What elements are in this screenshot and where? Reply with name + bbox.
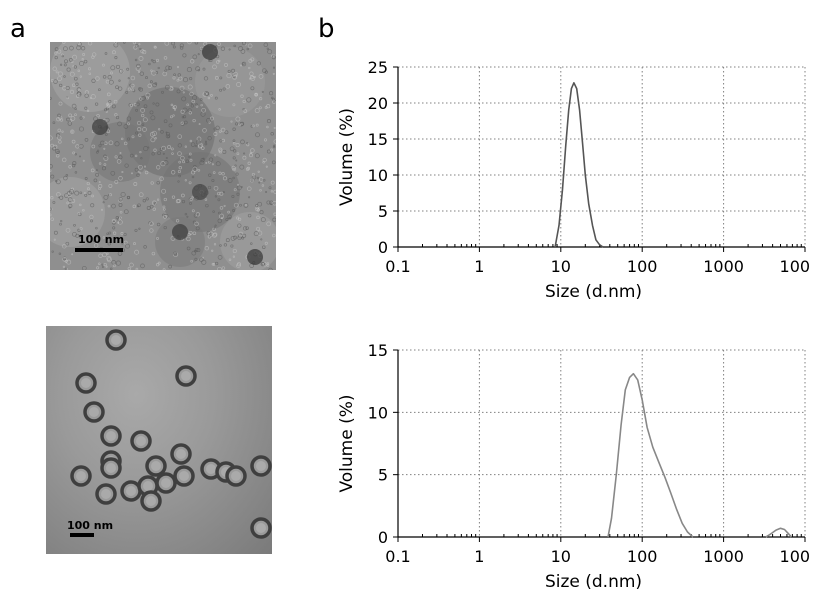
x-tick-label: 0.1	[385, 547, 410, 566]
x-tick-label: 0.1	[385, 257, 410, 276]
series-line-1	[765, 527, 792, 538]
y-tick-label: 10	[368, 403, 388, 422]
x-tick-label: 1	[474, 257, 484, 276]
tem-image-bottom: 100 nm	[46, 326, 272, 554]
x-tick-label: 1000	[703, 547, 744, 566]
tem-particles-bottom	[70, 329, 272, 539]
y-tick-label: 0	[378, 528, 388, 547]
series-line-0	[554, 81, 604, 248]
series-line-0	[607, 372, 694, 538]
y-tick-label: 20	[368, 94, 388, 113]
y-axis-title: Volume (%)	[337, 394, 357, 492]
x-tick-label: 10000	[780, 547, 810, 566]
panel-label-b: b	[318, 14, 335, 44]
y-axis-title: Volume (%)	[337, 108, 357, 206]
panel-label-a: a	[10, 14, 26, 44]
x-tick-label: 1	[474, 547, 484, 566]
x-tick-label: 10000	[780, 257, 810, 276]
y-tick-label: 5	[378, 202, 388, 221]
x-tick-label: 100	[627, 547, 658, 566]
scale-bar-top	[75, 248, 123, 252]
y-tick-label: 10	[368, 166, 388, 185]
x-tick-label: 100	[627, 257, 658, 276]
y-tick-label: 5	[378, 466, 388, 485]
x-tick-label: 10	[551, 547, 571, 566]
x-axis-title: Size (d.nm)	[545, 572, 642, 592]
scale-label-bottom: 100 nm	[67, 519, 114, 532]
x-tick-label: 10	[551, 257, 571, 276]
dls-chart-top: 0.1 1 10 100 1000 10000 0 5 10 15 20 25 Size (d.nm) V…	[337, 58, 810, 302]
tem-image-top: 100 nm	[50, 42, 276, 270]
y-tick-label: 15	[368, 130, 388, 149]
y-tick-label: 0	[378, 238, 388, 257]
y-tick-label: 25	[368, 58, 388, 77]
x-axis-title: Size (d.nm)	[545, 282, 642, 302]
scale-bar-bottom	[70, 533, 94, 537]
x-tick-label: 1000	[703, 257, 744, 276]
dls-chart-bottom: 0.1 1 10 100 1000 10000 0 5 10 15 Size (d.nm) Volum…	[337, 341, 810, 592]
y-tick-label: 15	[368, 341, 388, 360]
tem-texture-top	[50, 42, 276, 270]
scale-label-top: 100 nm	[78, 233, 125, 246]
